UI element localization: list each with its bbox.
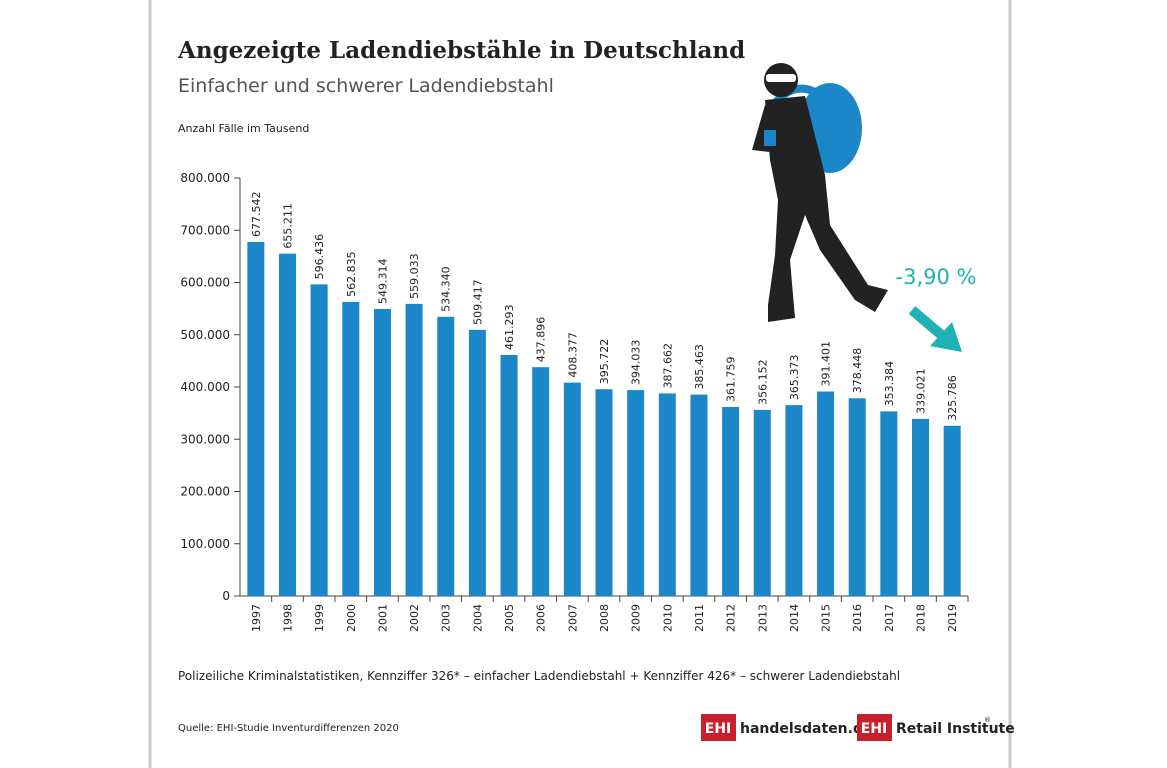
logo-text: Retail Institute <box>896 721 1015 737</box>
value-label: 461.293 <box>503 304 516 350</box>
bar <box>563 382 581 596</box>
value-label: 395.722 <box>598 339 611 385</box>
y-tick-label: 0 <box>222 589 230 603</box>
x-tick-label: 2013 <box>756 604 769 632</box>
y-tick-label: 700.000 <box>180 223 230 237</box>
x-tick-label: 2007 <box>566 604 579 632</box>
x-tick-label: 2014 <box>788 604 801 632</box>
value-label: 391.401 <box>820 341 833 387</box>
x-tick-label: 2005 <box>503 604 516 632</box>
footnote: Polizeiliche Kriminalstatistiken, Kennzi… <box>178 669 900 683</box>
logo-mark: ® <box>984 716 991 724</box>
y-tick-label: 800.000 <box>180 171 230 185</box>
y-tick-label: 100.000 <box>180 537 230 551</box>
x-tick-label: 2011 <box>693 604 706 632</box>
chart-subtitle: Einfacher und schwerer Ladendiebstahl <box>178 75 554 97</box>
bar <box>437 316 455 596</box>
x-tick-label: 2016 <box>851 604 864 632</box>
x-tick-label: 2008 <box>598 604 611 632</box>
value-label: 365.373 <box>788 355 801 401</box>
value-label: 394.033 <box>630 340 643 386</box>
value-label: 387.662 <box>661 343 674 389</box>
x-tick-label: 2004 <box>471 604 484 632</box>
value-label: 677.542 <box>250 191 263 237</box>
thief-illustration <box>752 63 888 322</box>
value-label: 596.436 <box>313 234 326 280</box>
y-axis-label: Anzahl Fälle im Tausend <box>178 122 309 135</box>
source: Quelle: EHI-Studie Inventurdifferenzen 2… <box>178 723 399 734</box>
x-tick-label: 2012 <box>725 604 738 632</box>
bar <box>722 406 740 596</box>
y-tick-label: 200.000 <box>180 485 230 499</box>
bar <box>278 253 296 596</box>
bar <box>817 391 835 596</box>
bar <box>342 301 360 596</box>
y-tick-label: 400.000 <box>180 380 230 394</box>
bar <box>912 418 930 596</box>
y-tick-label: 300.000 <box>180 432 230 446</box>
bar <box>405 303 423 596</box>
x-tick-label: 2001 <box>376 604 389 632</box>
x-tick-label: 1998 <box>281 604 294 632</box>
value-label: 385.463 <box>693 344 706 390</box>
bar <box>468 329 486 596</box>
value-label: 325.786 <box>946 375 959 421</box>
annotation: -3,90 % <box>896 265 977 289</box>
value-label: 408.377 <box>566 332 579 378</box>
bar <box>753 409 771 596</box>
x-tick-label: 2010 <box>661 604 674 632</box>
x-tick-label: 2019 <box>946 604 959 632</box>
x-tick-label: 2006 <box>535 604 548 632</box>
x-tick-label: 1997 <box>250 604 263 632</box>
value-label: 562.835 <box>345 251 358 297</box>
bar <box>373 308 391 596</box>
value-label: 549.314 <box>376 258 389 304</box>
y-tick-label: 600.000 <box>180 276 230 290</box>
value-label: 339.021 <box>915 368 928 414</box>
x-tick-label: 2002 <box>408 604 421 632</box>
logo-badge-text: EHI <box>705 721 732 737</box>
value-label: 534.340 <box>440 266 453 312</box>
x-tick-label: 1999 <box>313 604 326 632</box>
value-label: 437.896 <box>535 317 548 363</box>
bar <box>500 354 518 596</box>
x-tick-label: 2000 <box>345 604 358 632</box>
bar <box>627 390 645 596</box>
x-tick-label: 2018 <box>915 604 928 632</box>
value-label: 509.417 <box>471 279 484 325</box>
bar <box>785 405 803 596</box>
bar <box>690 394 708 596</box>
bar <box>310 284 328 596</box>
value-label: 361.759 <box>725 356 738 402</box>
chart-title: Angezeigte Ladendiebstähle in Deutschlan… <box>177 37 745 64</box>
logo-badge-text: EHI <box>861 721 888 737</box>
bar <box>532 367 550 596</box>
x-tick-label: 2003 <box>440 604 453 632</box>
value-label: 655.211 <box>281 203 294 249</box>
x-tick-label: 2009 <box>630 604 643 632</box>
x-tick-label: 2015 <box>820 604 833 632</box>
value-label: 353.384 <box>883 361 896 407</box>
logo-badge <box>857 714 892 741</box>
value-label: 378.448 <box>851 348 864 394</box>
bar <box>658 393 676 596</box>
value-label: 559.033 <box>408 253 421 299</box>
value-label: 356.152 <box>756 359 769 405</box>
bar <box>943 425 961 596</box>
trend-arrow <box>908 306 962 352</box>
bar <box>247 241 265 596</box>
x-tick-label: 2017 <box>883 604 896 632</box>
bar <box>880 411 898 596</box>
bar <box>848 398 866 596</box>
y-tick-label: 500.000 <box>180 328 230 342</box>
bar <box>595 389 613 596</box>
logo-text: handelsdaten.de <box>740 721 873 737</box>
logo-badge <box>701 714 736 741</box>
